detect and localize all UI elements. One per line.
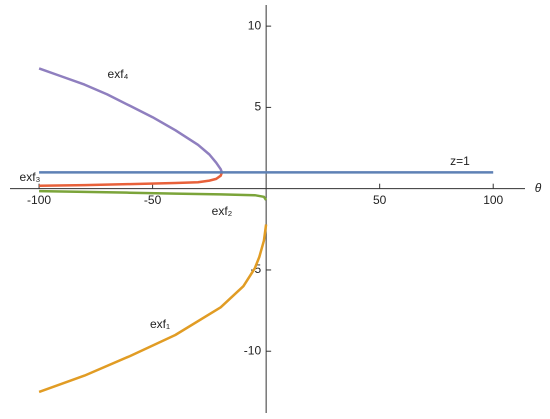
x-tick-label: 50 xyxy=(373,193,387,207)
series-line xyxy=(38,67,224,173)
y-tick-label: -5 xyxy=(250,262,261,276)
series-line xyxy=(39,189,268,201)
x-tick-label: -50 xyxy=(144,193,162,207)
series-line xyxy=(39,171,224,188)
y-tick-label: 10 xyxy=(248,18,262,32)
series-label: exf₁ xyxy=(150,317,170,331)
series-label: z=1 xyxy=(450,154,470,168)
x-axis-label: θ xyxy=(535,181,542,195)
y-tick-label: 5 xyxy=(254,100,261,114)
x-tick-label: -100 xyxy=(27,193,51,207)
series-label: exf₂ xyxy=(212,204,233,218)
series-label: exf₄ xyxy=(108,67,129,81)
series-label: exf₃ xyxy=(20,170,41,184)
series-line xyxy=(38,224,268,394)
y-tick-label: -10 xyxy=(244,343,262,357)
x-tick-label: 100 xyxy=(483,193,503,207)
